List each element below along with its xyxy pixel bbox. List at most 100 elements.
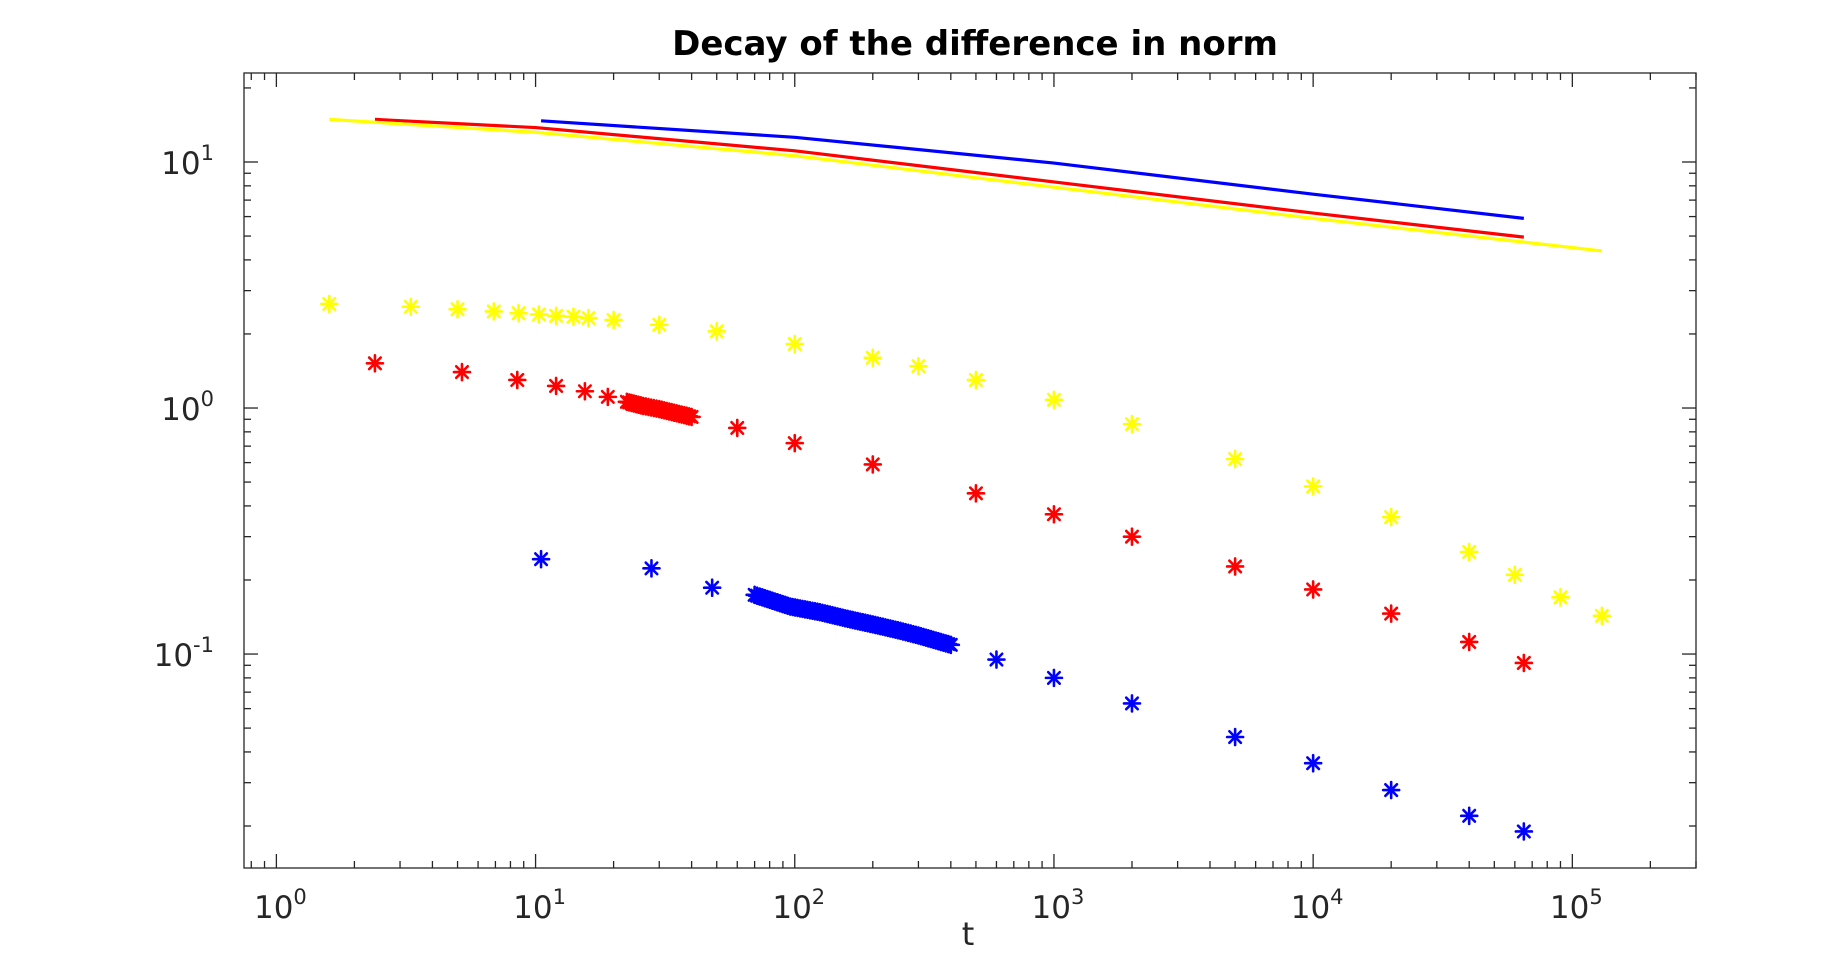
star-marker [987, 650, 1006, 669]
star-stroke [322, 296, 337, 311]
star-stroke [577, 384, 592, 399]
x-tick-label: 100 [254, 885, 307, 926]
star-marker [507, 370, 527, 390]
star-stroke [682, 409, 697, 424]
star-stroke [1462, 544, 1477, 560]
star-marker [529, 305, 549, 324]
star-stroke [549, 308, 564, 323]
star-stroke [510, 372, 525, 388]
star-marker [546, 306, 566, 326]
star-marker [909, 356, 928, 376]
axes-box [243, 72, 1697, 869]
star-stroke [531, 307, 546, 322]
star-stroke [787, 336, 802, 352]
star-stroke [787, 436, 802, 451]
yellow-line [329, 117, 1603, 253]
star-stroke [1228, 452, 1243, 467]
star-marker [1381, 780, 1401, 800]
star-stroke [1462, 634, 1477, 649]
x-tick-label: 105 [1550, 885, 1603, 926]
star-marker [1225, 727, 1245, 747]
star-marker [575, 381, 595, 401]
y-tick-label: 101 [161, 141, 214, 182]
star-stroke [1228, 559, 1243, 574]
star-marker [702, 578, 722, 598]
star-stroke [705, 580, 720, 595]
star-marker [1303, 580, 1323, 599]
star-marker [401, 297, 421, 317]
chart-title: Decay of the difference in norm [672, 24, 1278, 64]
star-marker [1514, 822, 1534, 841]
star-stroke [367, 356, 382, 371]
star-marker [1514, 653, 1534, 673]
star-stroke [865, 350, 880, 365]
star-marker [564, 307, 583, 327]
star-marker [1381, 507, 1401, 527]
plot-area [244, 73, 1696, 868]
x-tick-label: 102 [772, 885, 825, 926]
star-stroke [511, 306, 526, 321]
star-stroke [968, 486, 983, 501]
star-stroke [1553, 590, 1568, 605]
star-stroke [1306, 582, 1321, 597]
y-tick-label: 100 [161, 387, 214, 428]
star-stroke [911, 359, 926, 374]
star-stroke [1516, 824, 1531, 839]
star-marker [319, 294, 339, 314]
star-stroke [941, 637, 956, 652]
star-stroke [1046, 507, 1062, 522]
x-tick-label: 103 [1032, 885, 1085, 926]
star-stroke [566, 309, 581, 324]
x-tick-label: 101 [513, 885, 566, 926]
star-marker [1122, 414, 1142, 434]
star-marker [1459, 632, 1479, 652]
star-stroke [1462, 808, 1477, 823]
star-stroke [644, 561, 659, 576]
axis-ticks [244, 73, 1697, 868]
star-marker [966, 484, 986, 503]
star-stroke [581, 311, 596, 326]
star-marker [642, 559, 661, 578]
y-tick-label: 10-1 [154, 633, 214, 674]
star-marker [1225, 557, 1245, 576]
star-marker [863, 455, 883, 474]
star-marker [679, 407, 699, 426]
star-stroke [606, 312, 621, 328]
star-marker [966, 370, 986, 390]
star-marker [1303, 753, 1323, 773]
star-marker [604, 310, 623, 330]
star-stroke [1516, 655, 1531, 671]
star-marker [939, 634, 958, 654]
star-marker [365, 353, 385, 373]
star-stroke [450, 302, 465, 317]
star-stroke [1384, 782, 1399, 798]
series-layer [319, 117, 1612, 841]
tick-labels: 100 101 102 103 104 105 10-1 100 101 [154, 141, 1603, 926]
star-stroke [1046, 670, 1062, 685]
star-stroke [600, 389, 615, 404]
star-stroke [403, 299, 418, 314]
star-stroke [1228, 729, 1243, 745]
star-marker [1459, 806, 1479, 826]
star-marker [707, 322, 727, 341]
star-stroke [1046, 392, 1062, 407]
star-stroke [709, 324, 724, 339]
star-stroke [1594, 608, 1609, 623]
star-stroke [454, 365, 470, 380]
star-stroke [1306, 479, 1321, 494]
star-stroke [1124, 417, 1140, 432]
star-stroke [534, 552, 549, 567]
star-marker [546, 376, 566, 396]
x-tick-label: 104 [1291, 885, 1344, 926]
star-marker [448, 299, 467, 319]
star-stroke [1124, 529, 1140, 544]
star-marker [1225, 449, 1245, 469]
star-marker [598, 387, 618, 407]
star-marker [1459, 542, 1479, 562]
star-marker [863, 348, 883, 368]
star-stroke [865, 457, 880, 472]
star-marker [727, 418, 747, 438]
star-marker [579, 308, 598, 328]
star-stroke [989, 652, 1004, 667]
star-marker [785, 334, 805, 354]
